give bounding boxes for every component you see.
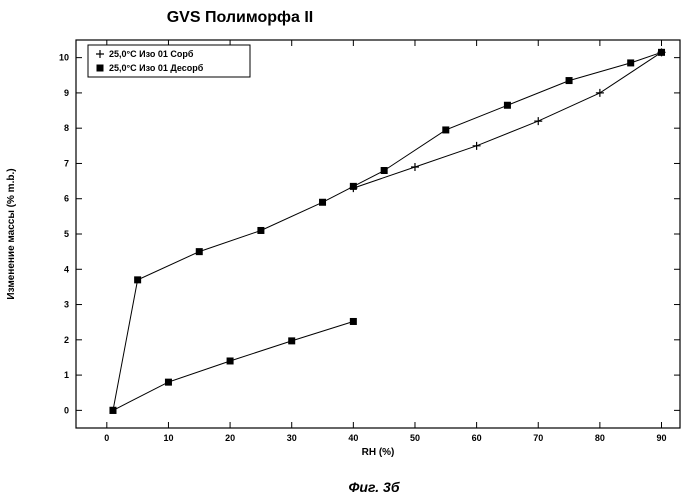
x-tick-label: 50 <box>410 433 420 443</box>
chart-title: GVS Полиморфа II <box>167 9 314 26</box>
data-point <box>164 378 172 386</box>
axes: 0 10 20 30 40 50 60 70 80 90 0 1 2 3 4 5 6 7 8 9 10 <box>59 40 680 443</box>
series-line <box>353 51 662 189</box>
data-point <box>658 48 666 56</box>
series-line <box>112 321 354 411</box>
x-tick-label: 10 <box>163 433 173 443</box>
x-tick-label: 20 <box>225 433 235 443</box>
y-tick-label: 10 <box>59 53 69 63</box>
data-point <box>410 162 419 171</box>
y-axis-label: Изменение массы (% m.b.) <box>6 168 17 299</box>
data-point <box>349 182 357 190</box>
legend: 25,0°C Изо 01 Сорб 25,0°C Изо 01 Десорб <box>87 44 251 78</box>
x-tick-label: 80 <box>595 433 605 443</box>
x-tick-label: 60 <box>472 433 482 443</box>
series-3 <box>109 317 357 414</box>
data-point <box>627 59 635 67</box>
y-tick-label: 3 <box>64 300 69 310</box>
series-1 <box>349 48 666 193</box>
x-axis-label: RH (%) <box>362 447 395 458</box>
x-tick-label: 90 <box>657 433 667 443</box>
legend-label: 25,0°C Изо 01 Десорб <box>109 63 204 73</box>
y-tick-label: 1 <box>64 370 69 380</box>
data-point <box>134 276 142 284</box>
x-tick-label: 30 <box>287 433 297 443</box>
data-point <box>319 198 327 206</box>
y-tick-label: 4 <box>64 264 69 274</box>
legend-label: 25,0°C Изо 01 Сорб <box>109 49 194 59</box>
y-tick-label: 0 <box>64 405 69 415</box>
data-point <box>109 406 117 414</box>
series-line <box>112 51 662 411</box>
data-point <box>534 117 543 126</box>
y-tick-label: 2 <box>64 335 69 345</box>
y-tick-label: 8 <box>64 123 69 133</box>
data-point <box>288 337 296 345</box>
legend-marker <box>96 50 104 58</box>
data-point <box>195 248 203 256</box>
data-point <box>472 141 481 150</box>
x-tick-label: 0 <box>104 433 109 443</box>
data-point <box>595 88 604 97</box>
data-point <box>503 101 511 109</box>
data-point <box>226 357 234 365</box>
data-point <box>349 317 357 325</box>
y-tick-label: 5 <box>64 229 69 239</box>
legend-marker <box>96 64 104 72</box>
y-tick-label: 9 <box>64 88 69 98</box>
y-tick-label: 6 <box>64 194 69 204</box>
y-tick-label: 7 <box>64 158 69 168</box>
x-tick-label: 70 <box>533 433 543 443</box>
data-point <box>442 126 450 134</box>
series-layer <box>109 48 666 414</box>
series-2 <box>109 48 666 414</box>
data-point <box>257 226 265 234</box>
x-tick-label: 40 <box>348 433 358 443</box>
figure-caption: Фиг. 3б <box>348 479 399 495</box>
legend-box <box>87 44 251 78</box>
data-point <box>380 167 388 175</box>
data-point <box>565 77 573 85</box>
